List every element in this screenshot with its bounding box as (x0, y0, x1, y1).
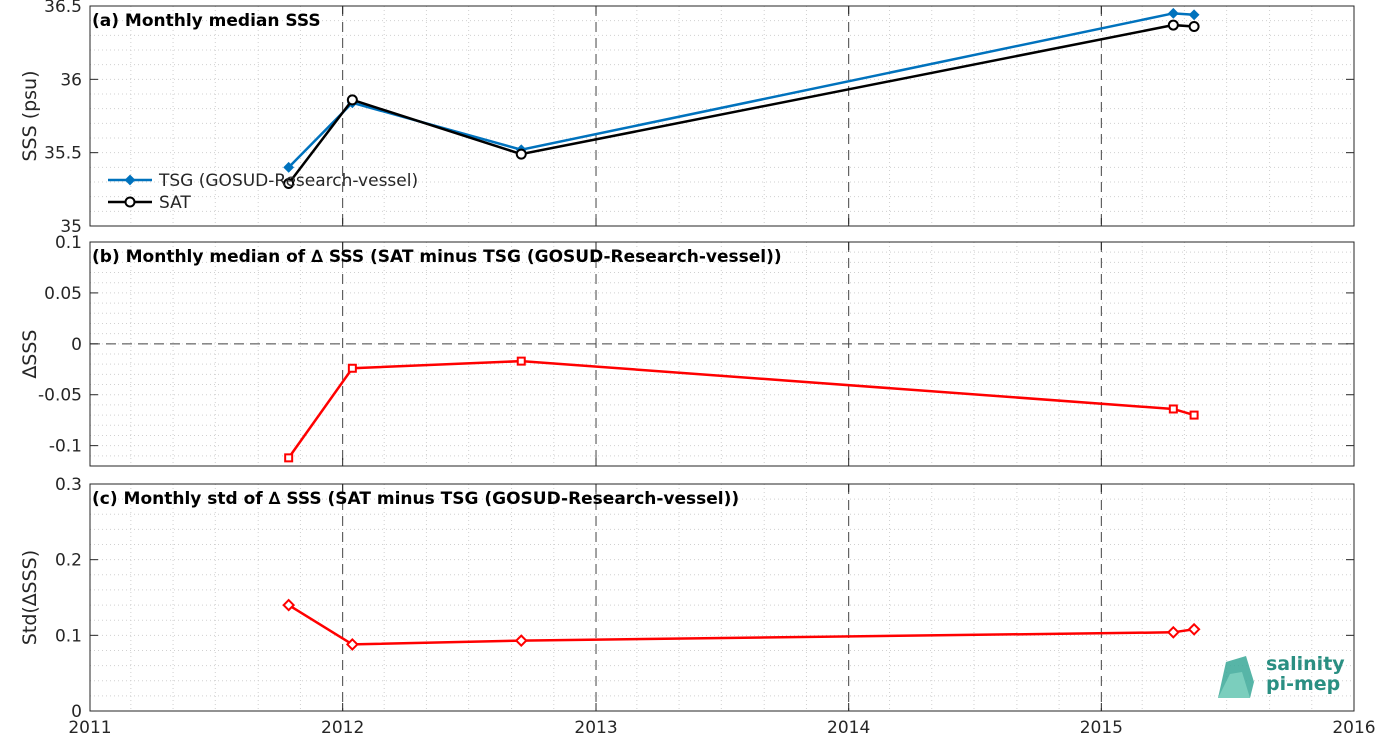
legend-swatch-marker (124, 196, 136, 208)
data-point (1167, 19, 1179, 31)
y-tick-label: 0 (71, 335, 82, 355)
panel-title: (c) Monthly std of ∆ SSS (SAT minus TSG … (92, 489, 739, 509)
data-point (283, 161, 295, 173)
logo-line2: pi-mep (1266, 673, 1340, 695)
panel-title: (a) Monthly median SSS (92, 11, 321, 31)
data-point (282, 598, 296, 612)
x-tick-label: 2015 (1080, 718, 1123, 738)
y-axis-label: ∆SSS (19, 330, 41, 380)
logo-line1: salinity (1266, 653, 1345, 675)
panel-3: 0 0.1 0.2 0.3 2011 2012 2013 2014 2015 2016 Std(∆S… (19, 475, 1376, 738)
panels: 35 35.5 36 36.5 SSS (psu) (a) Monthly median … (19, 0, 1376, 738)
x-tick-label: 2012 (321, 718, 364, 738)
y-axis-label: Std(∆SSS) (19, 550, 41, 645)
y-tick-label: 0.2 (55, 551, 82, 571)
data-point (1167, 7, 1179, 19)
data-point (283, 177, 295, 189)
x-tick-label: 2013 (574, 718, 617, 738)
axes-box (89, 5, 1355, 227)
x-tick-label: 2011 (68, 718, 111, 738)
data-point (1189, 410, 1199, 420)
panel-1: 35 35.5 36 36.5 SSS (psu) (a) Monthly median … (19, 0, 1355, 237)
legend-swatch-marker (124, 174, 136, 186)
plot-area (90, 6, 1354, 226)
data-point (346, 94, 358, 106)
panel-2: -0.1 -0.05 0 0.05 0.1 ∆SSS (b) Monthly median … (19, 233, 1355, 467)
data-point (515, 148, 527, 160)
axes-box (89, 483, 1355, 712)
legend: TSG (GOSUD-Research-vessel)SAT (108, 171, 418, 213)
y-tick-label: 0.05 (44, 284, 82, 304)
data-point (1166, 625, 1180, 639)
data-point (1188, 9, 1200, 21)
panel-title: (b) Monthly median of ∆ SSS (SAT minus T… (92, 247, 782, 267)
data-point (284, 453, 294, 463)
y-tick-label: -0.1 (49, 437, 82, 457)
y-tick-label: 35 (60, 217, 82, 237)
y-tick-label: 0 (71, 702, 82, 722)
data-point (516, 356, 526, 366)
x-tick-label: 2014 (827, 718, 870, 738)
y-tick-label: 36 (60, 70, 82, 90)
data-point (514, 634, 528, 648)
legend-entry-label: TSG (GOSUD-Research-vessel) (158, 171, 418, 191)
y-tick-label: 0.1 (55, 626, 82, 646)
data-point (347, 363, 357, 373)
y-tick-label: 35.5 (44, 144, 82, 164)
data-point (1187, 622, 1201, 636)
data-point (345, 637, 359, 651)
salinity-pi-mep-logo: salinity pi-mep (1218, 653, 1345, 698)
axes-box (89, 241, 1355, 467)
plot-area (90, 484, 1354, 711)
x-tick-label: 2016 (1332, 718, 1375, 738)
y-axis-label: SSS (psu) (19, 70, 41, 161)
y-tick-label: -0.05 (38, 386, 82, 406)
y-tick-label: 0.3 (55, 475, 82, 495)
y-tick-label: 36.5 (44, 0, 82, 17)
logo-wave-icon-front (1218, 672, 1250, 698)
y-tick-label: 0.1 (55, 233, 82, 253)
legend-entry-label: SAT (159, 193, 191, 213)
data-point (1168, 404, 1178, 414)
data-point (1188, 21, 1200, 33)
